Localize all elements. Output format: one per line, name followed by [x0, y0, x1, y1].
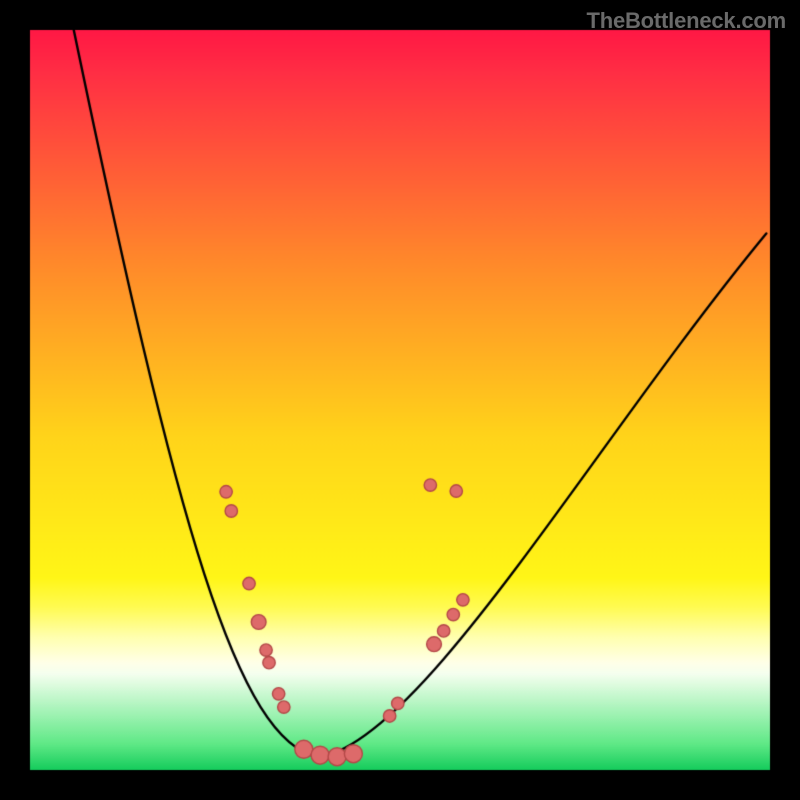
bottleneck-chart	[0, 0, 800, 800]
watermark-text: TheBottleneck.com	[586, 8, 786, 34]
